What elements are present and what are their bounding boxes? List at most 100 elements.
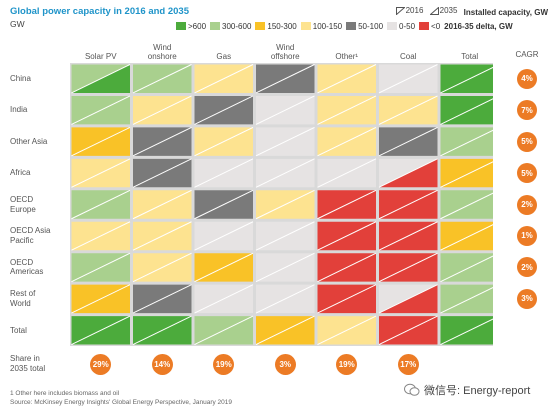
- heatmap-cell: [378, 126, 438, 157]
- legend-label: 100-150: [312, 21, 343, 31]
- cell-divider: [132, 284, 192, 314]
- cell-divider: [255, 158, 315, 188]
- cell-divider: [194, 189, 254, 220]
- cell-divider: [255, 95, 315, 125]
- cell-divider: [317, 221, 377, 251]
- heatmap-cell: [71, 189, 131, 220]
- column-header: Gas: [193, 52, 255, 61]
- row-label-line: Pacific: [10, 235, 34, 245]
- column-header: Total: [439, 52, 501, 61]
- legend-swatch: [346, 22, 357, 30]
- cell-divider: [132, 221, 192, 251]
- heatmap-cell: [440, 316, 493, 345]
- cell-divider: [132, 189, 192, 220]
- cell-divider: [317, 158, 377, 188]
- cell-divider: [132, 126, 192, 157]
- cell-2016: [440, 284, 493, 314]
- heatmap-cell: [71, 315, 131, 345]
- cell-divider: [71, 158, 131, 188]
- heatmap-cell: [317, 64, 377, 94]
- cell-divider: [71, 221, 131, 251]
- cell-divider: [255, 252, 315, 283]
- cell-divider: [255, 64, 315, 94]
- heatmap-cell: [317, 252, 377, 283]
- heatmap-cell: [194, 64, 254, 94]
- legend-item: >600: [176, 22, 206, 31]
- row-label-line: OECD Asia: [10, 226, 51, 236]
- heatmap-cell: [378, 252, 438, 283]
- heatmap-cell: [132, 64, 192, 94]
- legend-item: <0: [419, 22, 440, 31]
- column-header: Solar PV: [70, 52, 132, 61]
- row-label: OECD Americas: [10, 258, 43, 277]
- cell-divider: [378, 221, 438, 251]
- heatmap-cell: [378, 64, 438, 94]
- cell-divider: [132, 252, 192, 283]
- heatmap-cell: [378, 189, 438, 220]
- column-header: Wind offshore: [255, 43, 317, 61]
- heatmap-cell: [378, 221, 438, 251]
- heatmap-cell: [194, 126, 254, 157]
- cell-divider: [194, 158, 254, 188]
- row-label-line: OECD: [10, 195, 34, 205]
- cell-divider: [71, 64, 131, 94]
- heatmap-cell: [132, 315, 192, 345]
- column-header: Coal: [378, 52, 440, 61]
- heatmap-cell: [378, 95, 438, 125]
- triangle-2035-icon: [429, 6, 439, 15]
- cell-divider: [378, 126, 438, 157]
- column-header-line: Solar PV: [84, 52, 117, 61]
- row-label: China: [10, 74, 31, 84]
- heatmap-cell: [255, 221, 315, 251]
- heatmap-cell: [255, 158, 315, 188]
- heatmap-cell: [317, 315, 377, 345]
- cell-2016: [440, 127, 493, 156]
- cagr-badge: 1%: [517, 225, 537, 246]
- unit-label: GW: [10, 19, 25, 29]
- cell-divider: [255, 189, 315, 220]
- legend-item: 0-50: [387, 22, 415, 31]
- legend-label: >600: [188, 21, 207, 31]
- cell-divider: [194, 252, 254, 283]
- heatmap-cell: [194, 189, 254, 220]
- color-legend: >600 300-600 150-300 100-150 50-100 0-50 <0 201…: [176, 20, 513, 32]
- cell-divider: [378, 315, 438, 345]
- cagr-badge: 5%: [517, 163, 537, 184]
- share-badge: 17%: [397, 353, 419, 375]
- watermark-text: 微信号: Energy-report: [424, 385, 531, 397]
- heatmap-cell: [255, 284, 315, 314]
- legend-swatch: [255, 22, 266, 30]
- heatmap-cell: [440, 95, 493, 125]
- heatmap-cell: [255, 64, 315, 94]
- heatmap-grid: [71, 64, 493, 345]
- cell-divider: [317, 126, 377, 157]
- column-header: Wind onshore: [132, 43, 194, 61]
- legend-2016-label: 2016: [405, 6, 424, 15]
- cell-divider: [194, 95, 254, 125]
- cell-divider: [378, 189, 438, 220]
- share-badge: 29%: [90, 353, 112, 375]
- cell-2016: [440, 95, 493, 125]
- row-label: OECD Asia Pacific: [10, 226, 50, 245]
- row-label-line: OECD: [10, 257, 34, 267]
- cell-divider: [317, 189, 377, 220]
- cagr-badge: 2%: [517, 257, 537, 278]
- share-badge: 14%: [151, 353, 173, 375]
- legend-label: 50-100: [358, 21, 384, 31]
- heatmap-cell: [132, 252, 192, 283]
- heatmap-cell: [194, 158, 254, 188]
- heatmap-cell: [132, 126, 192, 157]
- installed-capacity-label: Installed capacity, GW: [463, 7, 548, 17]
- cagr-badge: 4%: [517, 68, 537, 89]
- heatmap-cell: [132, 189, 192, 220]
- delta-label: 2016-35 delta, GW: [444, 21, 513, 31]
- heatmap-cell: [71, 252, 131, 283]
- cagr-badge: 7%: [517, 100, 537, 121]
- cell-divider: [194, 64, 254, 94]
- heatmap-cell: [440, 221, 493, 251]
- heatmap-cell: [132, 221, 192, 251]
- cell-divider: [194, 126, 254, 157]
- cell-2035: [194, 95, 253, 125]
- cell-2035: [194, 64, 253, 93]
- cell-2035: [71, 95, 130, 125]
